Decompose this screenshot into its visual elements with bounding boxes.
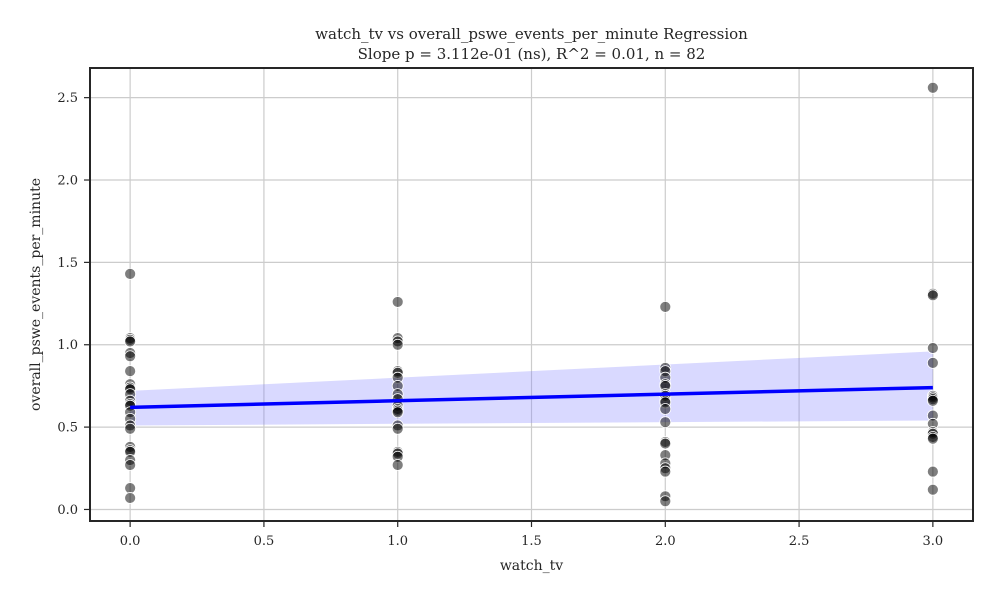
data-point [926, 81, 939, 94]
data-point [659, 437, 672, 450]
y-tick-label: 0.0 [57, 503, 78, 518]
data-point [391, 338, 404, 351]
data-point [124, 459, 137, 471]
data-point [124, 335, 137, 348]
data-point [926, 342, 939, 354]
data-point [124, 422, 137, 435]
x-tick-label: 1.0 [387, 534, 408, 549]
y-tick-label: 1.5 [57, 256, 78, 271]
data-point [124, 350, 137, 363]
x-axis-label: watch_tv [500, 558, 563, 574]
axis-ticks: 0.0 0.5 1.0 1.5 2.0 2.5 3.0 0.0 0.5 1.0 1.5 2.0 2.5 [57, 91, 943, 549]
y-tick-label: 2.0 [57, 174, 78, 189]
data-point [391, 406, 404, 419]
x-tick-label: 2.5 [789, 534, 810, 549]
data-point [926, 394, 939, 407]
data-point [926, 289, 939, 302]
data-point [124, 365, 137, 377]
grid-lines [90, 68, 973, 521]
data-point [391, 422, 404, 435]
confidence-band [130, 351, 933, 426]
y-tick-label: 2.5 [57, 91, 78, 106]
data-point [124, 268, 137, 280]
data-point [659, 403, 672, 415]
data-point [926, 483, 939, 496]
y-tick-label: 1.0 [57, 338, 78, 353]
regression-line-layer [130, 385, 933, 410]
data-point [659, 416, 672, 429]
data-point [124, 492, 137, 504]
y-axis-label: overall_pswe_events_per_minute [28, 178, 44, 411]
x-tick-label: 1.5 [521, 534, 542, 549]
data-point [659, 465, 672, 478]
data-point [926, 432, 939, 445]
data-point [124, 482, 137, 494]
x-tick-label: 0.5 [254, 534, 275, 549]
chart-title: watch_tv vs overall_pswe_events_per_minu… [315, 25, 748, 43]
confidence-band-layer [130, 351, 933, 426]
data-point [926, 356, 939, 369]
y-tick-label: 0.5 [57, 421, 78, 436]
regression-line [130, 385, 933, 410]
x-tick-label: 3.0 [923, 534, 944, 549]
x-tick-label: 0.0 [120, 534, 141, 549]
x-tick-label: 2.0 [655, 534, 676, 549]
data-point [926, 465, 939, 478]
data-point [659, 300, 672, 313]
data-point [391, 459, 404, 471]
chart-subtitle: Slope p = 3.112e-01 (ns), R^2 = 0.01, n … [357, 45, 706, 63]
data-points [124, 81, 939, 508]
data-point [659, 495, 672, 508]
data-point [391, 296, 404, 308]
